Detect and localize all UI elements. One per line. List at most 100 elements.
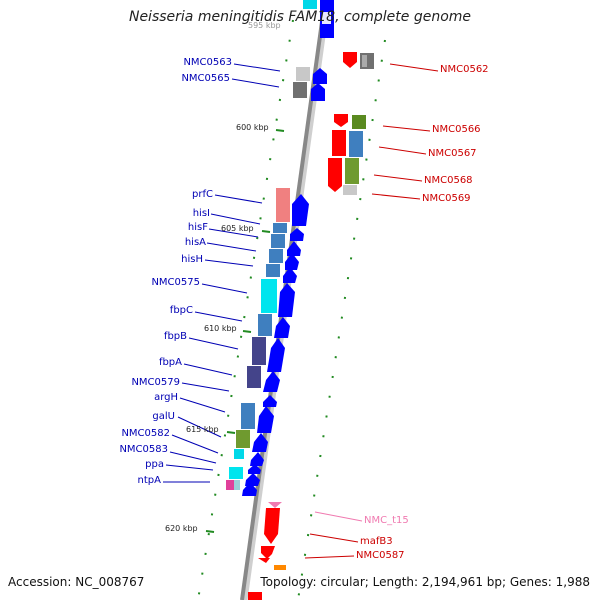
feature-hisi-box [273,223,287,233]
kbp-tick-mark [226,431,236,434]
feature-fbpb-box [252,337,266,365]
gene-label-nmc0568[interactable]: NMC0568 [424,175,473,186]
arrow-nmc0582 [250,452,264,466]
arrow-argh [257,406,274,433]
gene-label-fbpc[interactable]: fbpC [169,305,193,316]
gene-label-nmc0562[interactable]: NMC0562 [440,64,489,75]
feature-nmc0566-arrow [334,114,348,127]
kbp-label: 615 kbp [186,425,219,434]
feature-nmc0567-box [349,131,363,157]
connector-nmc0579 [181,382,230,392]
kbp-tick-marks [205,129,285,533]
feature-nmc0575-box [261,279,277,313]
connector-galu [177,416,222,438]
kbp-label: 620 kbp [165,524,198,533]
feature-nmc0563-arrow [313,68,327,84]
kbp-tick-mark [275,129,285,132]
gene-label-nmc0565[interactable]: NMC0565 [181,73,230,84]
feature-bottom-red [248,592,262,600]
feature-hisa-box [269,249,283,263]
gene-label-nmc0587[interactable]: NMC0587 [356,550,405,561]
feature-nmc0582-box [234,449,244,459]
gene-label-hish[interactable]: hisH [181,254,203,265]
connector-nmc0569 [371,193,421,200]
kbp-label: 595 kbp [248,21,281,30]
feature-mafb3-arrow [264,508,280,544]
arrow-fbpb [267,338,285,372]
feature-ntpa-box2 [234,480,240,490]
arrow-fbpa [263,371,280,392]
arrow-fbpc [274,317,290,338]
genome-summary-text: Topology: circular; Length: 2,194,961 bp… [260,575,590,589]
right-connectors [304,63,439,559]
gene-label-ntpa[interactable]: ntpA [137,475,161,486]
feature-ppa-box [229,467,243,479]
feature-nmc0565-box [293,82,307,98]
connector-nmc0582 [171,434,219,454]
feature-mafb3-arrow2 [261,546,275,559]
connector-hisi [210,213,261,225]
connector-nmc0565 [231,78,280,88]
feature-nmc0569-box [343,185,357,195]
connector-nmc-t15 [314,511,363,522]
connector-argh [179,397,226,413]
connector-fbpa [183,363,233,376]
feature-hish-box [266,264,280,277]
arrow-ntpa [242,482,257,496]
gene-label-nmc0569[interactable]: NMC0569 [422,193,471,204]
feature-nmc0565-arrow [311,83,325,101]
gene-label-nmc0582[interactable]: NMC0582 [121,428,170,439]
gene-label-prfc[interactable]: prfC [192,189,213,200]
gene-label-hisi[interactable]: hisI [192,208,210,219]
kbp-label: 605 kbp [221,224,254,233]
feature-hisf-box [271,234,285,248]
gene-label-nmc0575[interactable]: NMC0575 [151,277,200,288]
arrow-hisa [285,253,299,270]
map-title: Neisseria meningitidis FAM18, complete g… [128,9,472,25]
arrow-nmc0583 [248,464,261,474]
kbp-tick-mark [205,530,215,533]
arrow-prfc [292,194,309,226]
feature-galu-box [236,430,250,448]
connector-nmc0575 [201,283,248,294]
gene-label-argh[interactable]: argH [154,392,178,403]
gene-label-nmc0563[interactable]: NMC0563 [183,57,232,68]
feature-fbpc-box [258,314,272,336]
accession-text: Accession: NC_008767 [8,575,145,589]
arrow-nmc0575 [278,283,295,317]
gene-label-galu[interactable]: galU [152,411,175,422]
feature-nmc0563-box [296,67,310,81]
feature-arg-h-box [241,403,255,429]
connector-hisf [208,228,259,238]
connector-fbpc [194,311,243,322]
gene-label-nmc0566[interactable]: NMC0566 [432,124,481,135]
gene-label-fbpb[interactable]: fbpB [163,331,187,342]
gene-label-hisf[interactable]: hisF [187,222,208,233]
arrow-nmc0579 [263,395,277,407]
arrow-hisf [287,241,301,256]
kbp-tick-mark [261,230,271,233]
feature-prfc-box [276,188,290,222]
kbp-label: 600 kbp [236,123,269,132]
feature-nmc-t15 [268,502,282,508]
arrow-ppa [245,473,260,486]
gene-label-mafb3[interactable]: mafB3 [360,536,393,547]
forward-arrows [242,194,309,496]
gene-label-nmc0579[interactable]: NMC0579 [131,377,180,388]
left-connectors [163,63,281,483]
connector-nmc0567 [378,146,427,155]
feature-nmc0562-highlight [362,55,367,67]
gene-label-nmc0583[interactable]: NMC0583 [119,444,168,455]
gene-label-fbpa[interactable]: fbpA [158,357,182,368]
gene-label-nmc0567[interactable]: NMC0567 [428,148,477,159]
feature-ntpa-box [226,480,234,490]
gene-label-nmc-t15[interactable]: NMC_t15 [364,515,409,526]
feature-nmc0568-box [345,158,359,184]
connector-mafb3 [309,533,359,543]
feature-nmc0562-arrow [343,52,357,68]
gene-label-hisa[interactable]: hisA [184,237,206,248]
feature-top-white [322,12,331,24]
gene-label-ppa[interactable]: ppa [145,459,164,470]
arrow-galu [252,433,268,452]
